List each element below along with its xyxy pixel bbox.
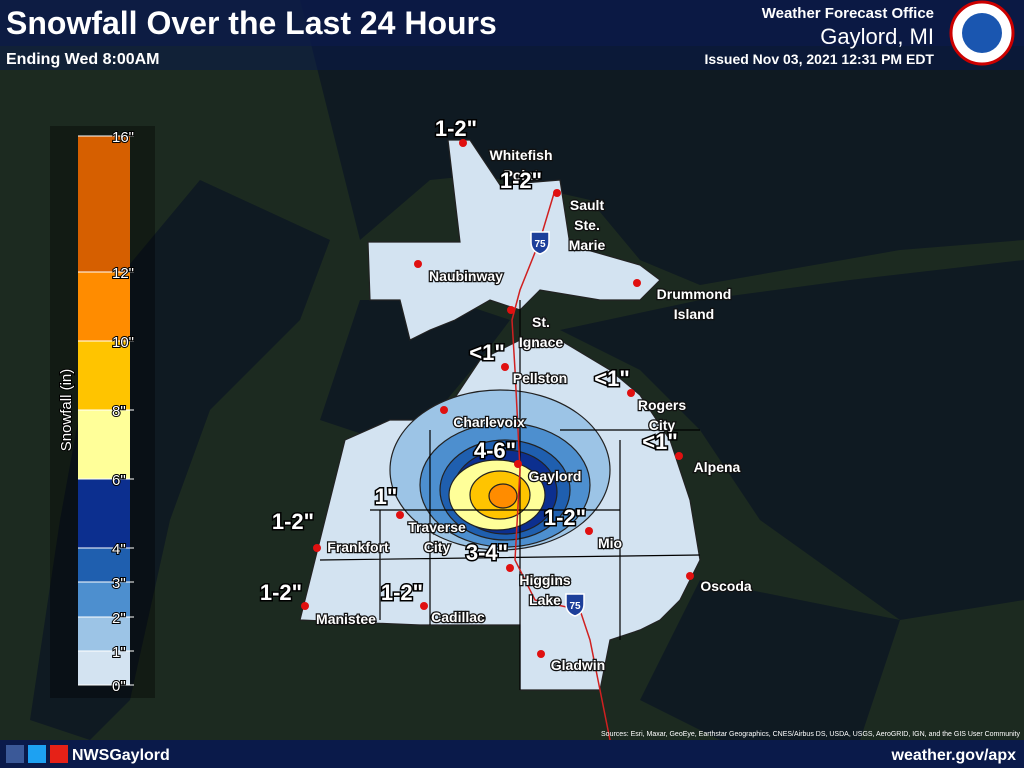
city-label: Cadillac (431, 609, 485, 625)
footer-bar (0, 740, 1024, 768)
website[interactable]: weather.gov/apx (891, 747, 1017, 764)
legend-label: 10" (112, 334, 134, 351)
interstate-number: 75 (569, 601, 581, 612)
city-dot (506, 564, 514, 572)
city-label: Marie (569, 237, 606, 253)
city-dot (507, 306, 515, 314)
snow-amount: <1" (594, 366, 630, 391)
city-dot (633, 279, 641, 287)
interstate-shield (565, 593, 585, 617)
legend-label: 4" (112, 541, 126, 558)
legend-label: 16" (112, 129, 134, 146)
city-label: Mio (598, 535, 622, 551)
legend-swatch (78, 617, 130, 651)
interstate-number: 75 (534, 239, 546, 250)
legend-swatch (78, 548, 130, 582)
social-handle: NWSGaylord (72, 747, 170, 764)
city-label: Drummond (657, 286, 732, 302)
legend-swatch (78, 410, 130, 479)
issued: Issued Nov 03, 2021 12:31 PM EDT (704, 51, 934, 67)
city-dot (459, 139, 467, 147)
legend-swatch (78, 272, 130, 341)
city-dot (313, 544, 321, 552)
city-label: Alpena (694, 459, 741, 475)
snow-amount: 1-2" (260, 580, 302, 605)
city-dot (537, 650, 545, 658)
city-label: Rogers (638, 397, 686, 413)
city-label: City (424, 539, 451, 555)
city-label: Charlevoix (453, 414, 525, 430)
header-bar (0, 0, 1024, 46)
city-dot (514, 460, 522, 468)
city-dot (414, 260, 422, 268)
city-dot (627, 389, 635, 397)
location: Gaylord, MI (820, 24, 934, 49)
city-label: St. (532, 314, 550, 330)
office: Weather Forecast Office (762, 5, 934, 22)
title: Snowfall Over the Last 24 Hours (6, 5, 497, 41)
snow-amount: 1" (375, 484, 398, 509)
city-label: Manistee (316, 611, 376, 627)
forecast-area (299, 139, 701, 691)
snow-amount: 1-2" (544, 505, 586, 530)
subheader-bar (0, 46, 1024, 70)
snow-amount: 1-2" (500, 168, 542, 193)
legend-label: 12" (112, 265, 134, 282)
city-label: Naubinway (429, 268, 503, 284)
city-label: Oscoda (700, 578, 752, 594)
city-label: City (649, 417, 676, 433)
snow-amount: <1" (642, 429, 678, 454)
legend-title: Snowfall (in) (58, 369, 75, 452)
city-dot (553, 189, 561, 197)
city-label: Gaylord (529, 468, 582, 484)
snow-amount: 4-6" (474, 438, 516, 463)
city-dot (686, 572, 694, 580)
city-label: Higgins (519, 572, 571, 588)
city-label: Ignace (519, 334, 564, 350)
snow-amount: 1-2" (272, 509, 314, 534)
snow-amount: 3-4" (466, 540, 508, 565)
city-label: Island (674, 306, 714, 322)
legend-swatch (78, 136, 130, 272)
legend-label: 6" (112, 472, 126, 489)
city-label: Ste. (574, 217, 600, 233)
legend-swatch (78, 582, 130, 617)
snow-amount: 1-2" (381, 580, 423, 605)
youtube-icon[interactable] (50, 745, 68, 763)
legend-swatch (78, 479, 130, 548)
city-label: Point (504, 167, 539, 183)
legend-label: 0" (112, 678, 126, 695)
subtitle: Ending Wed 8:00AM (6, 51, 160, 68)
city-label: Pellston (513, 370, 567, 386)
legend-label: 1" (112, 644, 126, 661)
twitter-icon[interactable] (28, 745, 46, 763)
city-dot (396, 511, 404, 519)
city-label: Traverse (408, 519, 466, 535)
city-label: Gladwin (551, 657, 605, 673)
nws-logo-inner (962, 13, 1002, 53)
city-label: Lake (529, 592, 561, 608)
attribution: Sources: Esri, Maxar, GeoEye, Earthstar … (601, 731, 1020, 738)
city-label: Whitefish (490, 147, 553, 163)
snow-amount: 1-2" (435, 116, 477, 141)
city-dot (501, 363, 509, 371)
city-dot (420, 602, 428, 610)
interstate-shield (530, 231, 550, 255)
legend-label: 3" (112, 575, 126, 592)
city-label: Frankfort (327, 539, 389, 555)
legend-label: 8" (112, 403, 126, 420)
interstate-route (511, 189, 611, 741)
city-dot (675, 452, 683, 460)
city-dot (585, 527, 593, 535)
legend-swatch (78, 651, 130, 685)
legend-swatch (78, 341, 130, 410)
county-lines (319, 300, 701, 690)
city-label: Sault (570, 197, 605, 213)
legend-label: 2" (112, 610, 126, 627)
facebook-icon[interactable] (6, 745, 24, 763)
snow-amount: <1" (469, 340, 505, 365)
city-dot (440, 406, 448, 414)
city-dot (301, 602, 309, 610)
